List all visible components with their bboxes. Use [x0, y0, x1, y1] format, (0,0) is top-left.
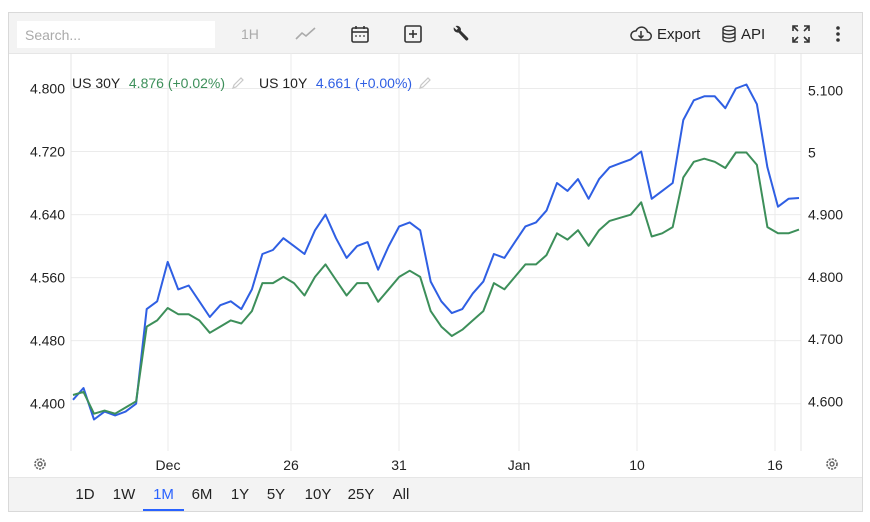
legend-value: 4.876 — [128, 75, 164, 91]
range-1y[interactable]: 1Y — [230, 486, 250, 503]
export-label: Export — [657, 25, 701, 43]
right-axis-settings-gear-icon[interactable] — [823, 455, 841, 478]
interval-label: 1H — [241, 26, 259, 42]
cloud-download-icon — [630, 26, 652, 41]
fullscreen-icon — [792, 25, 810, 43]
left-axis-tick-label: 4.800 — [30, 80, 65, 96]
line-chart-icon — [295, 27, 316, 40]
x-axis-tick-label: 10 — [629, 457, 645, 473]
legend-change: (+0.00%) — [354, 75, 413, 91]
left-axis-tick-label: 4.720 — [30, 144, 65, 160]
x-axis-tick-label: 31 — [391, 457, 407, 473]
fullscreen-button[interactable] — [791, 21, 811, 47]
legend-name: US 30Y — [72, 75, 120, 91]
left-axis-tick-label: 4.480 — [30, 333, 65, 349]
left-axis-settings-gear-icon[interactable] — [31, 455, 49, 478]
left-axis-tick-label: 4.640 — [30, 207, 65, 223]
api-label: API — [741, 25, 766, 43]
export-button[interactable]: Export — [629, 21, 700, 47]
range-25y[interactable]: 25Y — [347, 486, 375, 503]
active-range-underline — [143, 509, 184, 511]
edit-series-pencil-icon[interactable] — [231, 76, 245, 90]
range-1d[interactable]: 1D — [75, 486, 95, 503]
more-menu-button[interactable] — [834, 21, 842, 47]
legend-value: 4.661 — [315, 75, 351, 91]
search-input[interactable] — [17, 21, 215, 48]
x-axis-tick-label: Jan — [508, 457, 531, 473]
legend-item-us10y[interactable]: US 10Y 4.661 (+0.00%) — [259, 75, 412, 91]
right-axis-tick-label: 5 — [808, 145, 816, 161]
legend-change: (+0.02%) — [167, 75, 226, 91]
x-axis-tick-label: 16 — [767, 457, 783, 473]
toolbar: 1H — [9, 13, 862, 54]
database-icon — [722, 25, 736, 43]
range-selector: 1D 1W 1M 6M 1Y 5Y 10Y 25Y All — [9, 477, 862, 511]
edit-series-pencil-icon[interactable] — [418, 76, 432, 90]
legend-item-us30y[interactable]: US 30Y 4.876 (+0.02%) — [72, 75, 225, 91]
range-1w[interactable]: 1W — [112, 486, 136, 503]
series-line-us10y — [72, 83, 800, 421]
api-button[interactable]: API — [721, 21, 765, 47]
legend-name: US 10Y — [259, 75, 308, 91]
chart-widget: 1H — [8, 12, 863, 512]
range-5y[interactable]: 5Y — [266, 486, 286, 503]
compare-button[interactable] — [403, 21, 423, 47]
series-line-us30y — [72, 151, 800, 415]
right-axis-tick-label: 4.800 — [808, 269, 843, 285]
range-6m[interactable]: 6M — [191, 486, 213, 503]
more-vertical-icon — [836, 26, 840, 42]
right-axis-tick-label: 5.100 — [808, 82, 843, 98]
calendar-icon — [351, 26, 369, 43]
right-axis-tick-label: 4.600 — [808, 393, 843, 409]
x-axis-tick-label: Dec — [156, 457, 181, 473]
right-axis-tick-label: 4.900 — [808, 207, 843, 223]
interval-button[interactable]: 1H — [241, 21, 259, 47]
range-1m[interactable]: 1M — [153, 486, 174, 503]
plus-box-icon — [404, 25, 422, 43]
range-10y[interactable]: 10Y — [304, 486, 332, 503]
range-all[interactable]: All — [392, 486, 410, 503]
right-axis-tick-label: 4.700 — [808, 331, 843, 347]
settings-tool-button[interactable] — [450, 21, 470, 47]
x-axis-tick-label: 26 — [283, 457, 299, 473]
left-axis-tick-label: 4.400 — [30, 396, 65, 412]
line-chart: 4.800 4.720 4.640 4.560 4.480 4.400 5.100 5 4.90… — [30, 53, 843, 473]
wrench-icon — [453, 25, 469, 41]
chart-legend: US 30Y 4.876 (+0.02%) US 10Y 4.661 (+0.0… — [72, 75, 446, 91]
left-axis-tick-label: 4.560 — [30, 270, 65, 286]
date-range-button[interactable] — [350, 21, 370, 47]
chart-type-button[interactable] — [295, 21, 317, 47]
